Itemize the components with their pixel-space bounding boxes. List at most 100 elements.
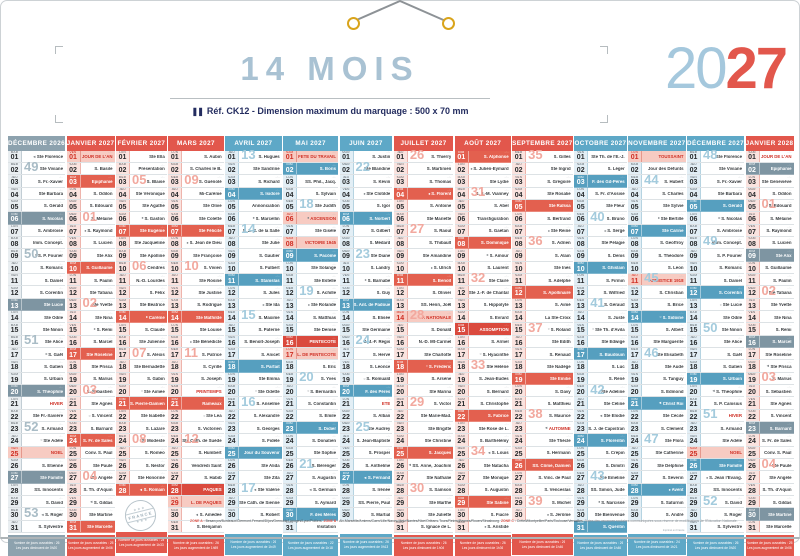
sun-times-microtext: ··:·· bbox=[787, 336, 792, 340]
month-column: DÉCEMBRE 2027 48 MER 01 ··:·· Ste Florence JEU… bbox=[687, 136, 744, 556]
sun-times-microtext: ··:·· bbox=[331, 176, 337, 180]
sun-times-microtext: ··:·· bbox=[787, 250, 792, 254]
day-number-cell: LUN 31 bbox=[283, 521, 298, 533]
sun-times-microtext: ··:·· bbox=[331, 472, 337, 476]
day-number: 25 bbox=[514, 450, 523, 458]
weekday-abbrev: MAR bbox=[69, 285, 77, 290]
day-number: 18 bbox=[342, 364, 350, 372]
sun-times-microtext: ··:·· bbox=[217, 348, 222, 352]
day-number-cell: MAR 23 bbox=[628, 422, 643, 434]
weekday-abbrev: SAM bbox=[10, 199, 19, 204]
saint-cell: ··:·· S. Évrard bbox=[469, 311, 511, 322]
saint-cell: ··:·· S. Juste bbox=[588, 311, 626, 322]
saint-name: Ste Delphine bbox=[657, 463, 684, 468]
saint-name: S. Vivien bbox=[203, 266, 222, 271]
sun-times-microtext: ··:·· bbox=[58, 287, 63, 291]
day-number-cell: VEN 19 bbox=[168, 372, 183, 385]
saint-cell: ··:·· S. Blaise bbox=[130, 175, 167, 186]
day-number-cell: MAR 14 bbox=[512, 311, 527, 323]
day-number: 02 bbox=[118, 166, 127, 174]
saint-cell: ··:·· S. Géraud bbox=[588, 299, 626, 310]
day-number: 14 bbox=[630, 314, 639, 322]
day-number: 11 bbox=[457, 277, 466, 285]
day-row: MAR 10 ··:·· S. Laurent bbox=[454, 261, 511, 274]
saint-cell: ··:·· S. Roméo bbox=[130, 447, 167, 458]
saint-cell: ··:·· F. NATIONALE bbox=[408, 311, 454, 322]
day-row: LUN 20 ··:·· ◄ S. Théophile bbox=[687, 385, 744, 398]
sun-times-microtext: ··:·· bbox=[504, 509, 509, 513]
day-row: 45 JEU 11 ··:·· ARMISTICE 1918 bbox=[628, 271, 686, 287]
saint-name: ARMISTICE 1918 bbox=[648, 278, 684, 283]
day-row: VEN 29 ··:·· ● S. Narcisse bbox=[574, 496, 627, 509]
sun-times-microtext: ··:·· bbox=[504, 497, 509, 501]
moon-phase-icon: ◄ bbox=[407, 463, 412, 468]
day-number-cell: VEN 07 bbox=[283, 224, 298, 236]
day-number-cell: VEN 21 bbox=[283, 397, 298, 409]
saint-cell: ··:·· S. Fabrice bbox=[469, 410, 511, 421]
saint-name: S. Edmond bbox=[660, 389, 684, 394]
saint-cell: ··:·· Ste Solange bbox=[297, 262, 338, 273]
saint-cell: ··:·· S. Félix bbox=[130, 286, 167, 297]
day-row: VEN 17 ··:·· S. Gaël bbox=[687, 348, 744, 361]
saint-name: Ste Angèle bbox=[769, 476, 792, 481]
weekday-abbrev: MER bbox=[69, 384, 77, 389]
saint-cell: ··:·· S. Gilbert bbox=[354, 225, 393, 236]
month-footer-line: Nombre de jours ouvrables : 26 bbox=[519, 539, 566, 544]
day-number-cell: MER 14 bbox=[394, 311, 408, 323]
saint-name: Ste Odile bbox=[723, 315, 742, 320]
saint-cell: ··:·· S. Tanguy bbox=[642, 373, 685, 384]
day-number-cell: SAM 27 bbox=[168, 471, 183, 483]
saint-name: S. Corentin bbox=[39, 290, 63, 295]
day-number-cell: LUN 01 bbox=[168, 150, 183, 162]
day-row: SAM 27 ··:·· S. Séverin bbox=[628, 471, 686, 484]
day-row: SAM 20 ··:·· ○ Ste Aimée bbox=[116, 385, 167, 398]
day-number-cell: VEN 21 bbox=[745, 397, 760, 409]
sun-times-microtext: ··:·· bbox=[108, 373, 113, 377]
day-number: 21 bbox=[10, 401, 19, 409]
day-number-cell: LUN 17 bbox=[283, 347, 298, 360]
sun-times-microtext: ··:·· bbox=[620, 176, 625, 180]
weekday-abbrev: DIM bbox=[342, 384, 350, 389]
saint-cell: ··:·· SS. Phil., Jacq. bbox=[297, 175, 338, 186]
saint-name: Ste Véronique bbox=[135, 192, 165, 197]
day-number-cell: JEU 12 bbox=[454, 286, 469, 298]
saint-name: S. Laurent bbox=[487, 266, 509, 271]
day-number-cell: VEN 14 bbox=[745, 311, 760, 323]
weekday-abbrev: LUN bbox=[342, 223, 350, 228]
sun-times-microtext: ··:·· bbox=[787, 151, 792, 155]
day-number-cell: LUN 09 bbox=[454, 249, 469, 261]
day-row: LUN 29 ··:·· S. Saturnin bbox=[628, 496, 686, 509]
saint-cell: ··:·· S. Constantin bbox=[297, 397, 338, 408]
day-number-cell: SAM 09 bbox=[574, 249, 589, 261]
day-row: 50 MER 15 ··:·· Ste Ninon bbox=[687, 321, 744, 336]
saint-cell: ··:·· Ste Martine bbox=[760, 508, 794, 519]
saint-cell: ··:·· F. des Pères bbox=[354, 385, 393, 396]
day-number: 01 bbox=[630, 154, 639, 162]
day-number-cell: DIM 26 bbox=[687, 459, 701, 471]
day-row: VEN 02 ··:·· S. Martinien bbox=[393, 163, 454, 176]
saint-name: S. J.-F. Régis bbox=[363, 340, 391, 345]
saint-cell: ··:·· ● Avent bbox=[642, 484, 685, 495]
weekday-abbrev: VEN bbox=[342, 273, 350, 278]
saint-name: S. Remi bbox=[96, 327, 113, 332]
weekday-abbrev: DIM bbox=[69, 520, 77, 525]
saint-name: Ste Édith bbox=[551, 340, 571, 345]
sun-times-microtext: ··:·· bbox=[386, 250, 391, 254]
sun-times-microtext: ··:·· bbox=[58, 262, 63, 266]
saint-name: PENTECÔTE bbox=[309, 340, 337, 345]
day-row: DIM 04 ··:·· S. Isidore bbox=[225, 187, 282, 200]
saint-cell: ··:·· S. Crépin bbox=[588, 447, 626, 458]
day-number-cell: DIM 07 bbox=[116, 224, 130, 236]
day-number: 05 bbox=[10, 203, 19, 211]
day-number: 07 bbox=[689, 228, 698, 236]
day-number: 26 bbox=[514, 463, 523, 471]
day-number-cell: DIM 12 bbox=[512, 286, 527, 298]
saint-name: Ste Nadège bbox=[547, 364, 571, 369]
sun-times-microtext: ··:·· bbox=[787, 386, 792, 390]
saint-cell: ··:·· S. Laurent bbox=[469, 262, 511, 273]
saint-cell: ··:·· Imm. Concept. bbox=[701, 237, 744, 248]
saint-name: S. Fernand bbox=[367, 476, 391, 481]
weekday-abbrev: LUN bbox=[286, 347, 294, 352]
saint-name: S. Louis bbox=[491, 451, 509, 456]
day-row: JEU 22 ··:·· S. Alexandre bbox=[225, 409, 282, 423]
